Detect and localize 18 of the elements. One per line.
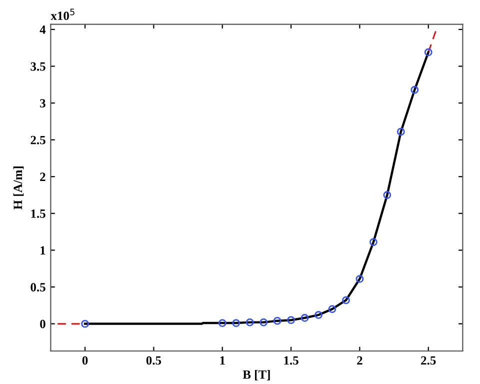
y-tick-label: 1	[40, 246, 46, 255]
y-tick-label: 0	[40, 320, 46, 328]
y-tick-label: 2	[40, 172, 46, 181]
x-tick-label: 1.5	[284, 356, 298, 365]
y-tick-label: 3.5	[30, 62, 46, 71]
y-tick-label: 0.5	[30, 283, 46, 292]
x-tick-label: 1	[220, 356, 225, 365]
y-tick-label: 1.5	[31, 209, 46, 218]
text: x10$^{5}$	[50, 8, 74, 20]
y-tick-label: 3	[40, 99, 46, 108]
x-tick-label: 2	[357, 356, 362, 365]
x-tick-label: 2.5	[421, 356, 436, 365]
y-tick-label: 2.5	[30, 136, 46, 144]
x-tick-label: 0	[82, 356, 88, 365]
x-axis-title: B [T]	[242, 370, 270, 380]
x-tick-label: 0.5	[146, 356, 162, 365]
y-tick-label: 4	[40, 26, 46, 34]
y-axis-title: H [A/m]	[13, 166, 24, 210]
